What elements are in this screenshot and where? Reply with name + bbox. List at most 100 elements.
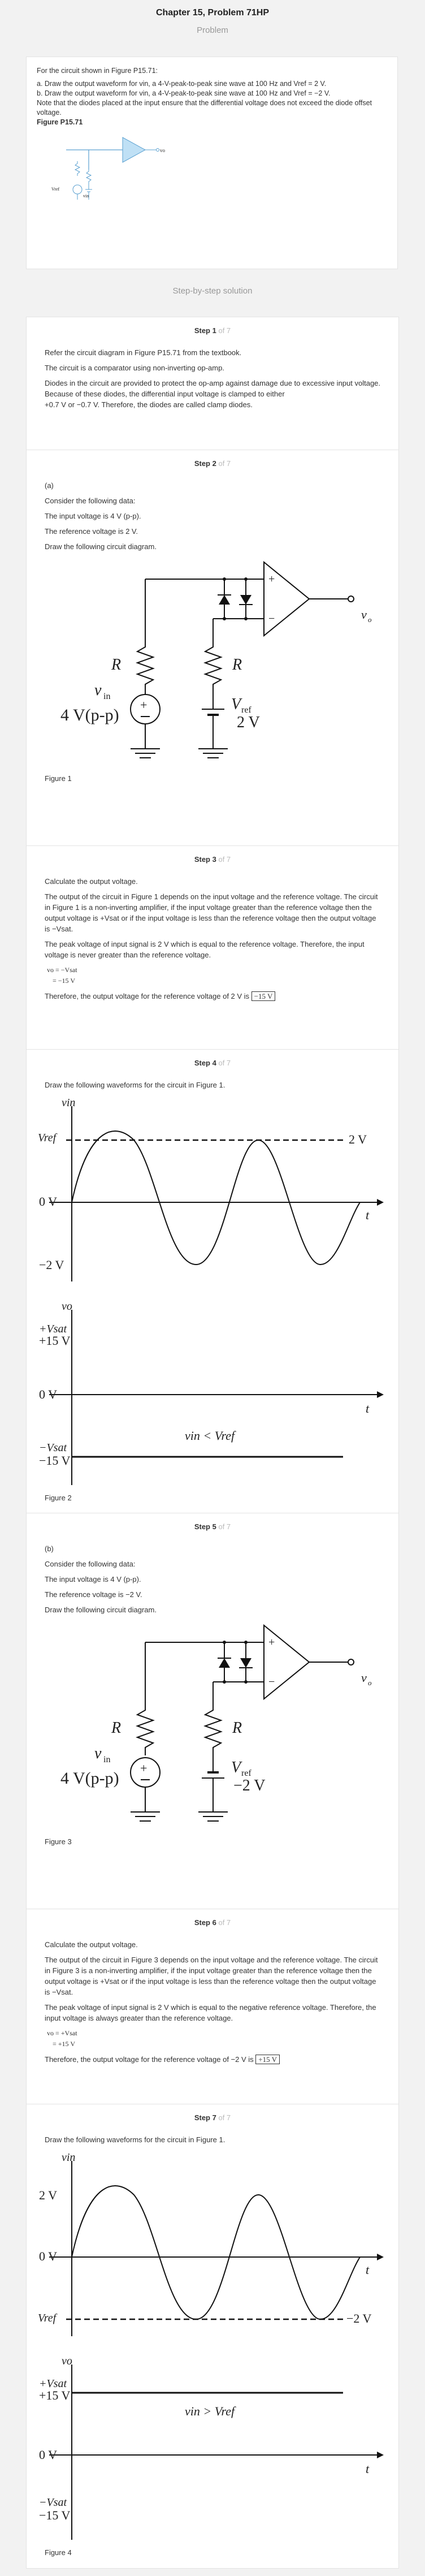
equation: = −15 V: [53, 977, 75, 985]
step-conclusion: Therefore, the output voltage for the re…: [45, 991, 380, 1002]
vin-axis-label: vin: [62, 1097, 75, 1109]
problem-intro: For the circuit shown in Figure P15.71:: [37, 67, 158, 75]
vin-label: v: [94, 1745, 102, 1762]
t-axis-label: t: [366, 1401, 370, 1416]
step-6-card: Step 6 of 7 Calculate the output voltage…: [26, 1909, 399, 2105]
figure-caption: Figure 3: [45, 1837, 72, 1846]
step-heading: Step 5 of 7: [194, 1522, 231, 1531]
comparison-annotation: vin < Vref: [185, 1429, 236, 1443]
zero-label: 0 V: [39, 1387, 57, 1401]
solution-label: Step-by-step solution: [172, 286, 253, 296]
svg-text:o: o: [368, 1679, 372, 1687]
step-text: Consider the following data:: [45, 1560, 136, 1568]
comparison-annotation: vin > Vref: [185, 2404, 236, 2418]
step-text: Diodes in the circuit are provided to pr…: [45, 379, 381, 398]
answer-box: −15 V: [251, 991, 276, 1001]
input-sine: [71, 1130, 361, 1266]
input-sine: [71, 2185, 361, 2320]
step-heading: Step 2 of 7: [194, 459, 231, 468]
minus-vsat-label: −Vsat: [39, 1442, 67, 1454]
figure-caption: Figure 4: [45, 2548, 72, 2557]
fig-vref: Vref: [51, 187, 60, 192]
step-text: Draw the following circuit diagram.: [45, 1606, 157, 1614]
step-5-card: Step 5 of 7 (b) Consider the following d…: [26, 1513, 399, 1910]
vref-label: Vref: [38, 2312, 58, 2324]
step-text: The reference voltage is 2 V.: [45, 527, 138, 536]
step-1-card: Step 1 of 7 Refer the circuit diagram in…: [26, 317, 399, 451]
resistor-label: R: [111, 1719, 121, 1737]
vin-top-label: 2 V: [39, 2188, 57, 2202]
vo-label: v: [361, 1671, 367, 1685]
problem-part-b: b. Draw the output waveform for vin, a 4…: [37, 89, 331, 97]
plus-sign: +: [268, 1636, 275, 1649]
part-label: (a): [45, 481, 54, 490]
step-4-card: Step 4 of 7 Draw the following waveforms…: [26, 1049, 399, 1514]
fig-vin: vin: [83, 193, 89, 199]
part-label: (b): [45, 1544, 54, 1553]
step-text: The input voltage is 4 V (p-p).: [45, 512, 141, 520]
step-text: The peak voltage of input signal is 2 V …: [45, 940, 365, 959]
vin-axis-label: vin: [62, 2151, 75, 2164]
resistor-label: R: [232, 656, 242, 674]
vref-label: Vref: [38, 1132, 58, 1144]
answer-box: +15 V: [255, 2055, 280, 2064]
p15-label: +15 V: [39, 1334, 71, 1348]
svg-text:+: +: [140, 1761, 147, 1775]
zero-label: 0 V: [39, 2249, 57, 2263]
svg-text:o: o: [368, 615, 372, 624]
circuit-diagram-a: + − v o R + v in 4 V(p-p) R V ref 2 V: [60, 560, 372, 758]
vin-label: v: [94, 681, 102, 699]
vo-axis-label: vo: [62, 1300, 72, 1313]
vref-label: V: [231, 696, 242, 713]
equation: vo = +Vsat: [47, 2029, 77, 2037]
plus-sign: +: [268, 573, 275, 585]
step-text: +0.7 V or −0.7 V. Therefore, the diodes …: [45, 400, 253, 409]
t-axis-label: t: [366, 2263, 370, 2277]
step-heading: Step 4 of 7: [194, 1059, 231, 1067]
vref-value: −2 V: [233, 1777, 266, 1794]
svg-text:in: in: [103, 1755, 110, 1764]
figure-caption: Figure 2: [45, 1494, 72, 1502]
vo-label: v: [361, 607, 367, 622]
step-text: The circuit is a comparator using non-in…: [45, 364, 224, 372]
fig-vo: vo: [160, 148, 166, 153]
vo-axis-label: vo: [62, 2355, 72, 2367]
minus-sign: −: [268, 612, 275, 625]
step-text: Calculate the output voltage.: [45, 877, 138, 886]
m15-label: −15 V: [39, 1453, 71, 1468]
vref-value: 2 V: [237, 714, 260, 731]
step-7-card: Step 7 of 7 Draw the following waveforms…: [26, 2104, 399, 2569]
resistor-label: R: [111, 656, 121, 674]
minus-vsat-label: −Vsat: [39, 2496, 67, 2509]
step-heading: Step 7 of 7: [194, 2113, 231, 2122]
t-axis-label: t: [366, 2462, 370, 2476]
step-3-card: Step 3 of 7 Calculate the output voltage…: [26, 845, 399, 1050]
problem-note: Note that the diodes placed at the input…: [37, 99, 372, 116]
plus-vsat-label: +Vsat: [39, 2377, 67, 2390]
vin-value: 4 V(p-p): [60, 1769, 119, 1788]
step-2-card: Step 2 of 7 (a) Consider the following d…: [26, 450, 399, 847]
t-axis-label: t: [366, 1208, 370, 1222]
problem-figure-label: Figure P15.71: [37, 118, 83, 126]
svg-text:ref: ref: [241, 1768, 251, 1778]
step-conclusion: Therefore, the output voltage for the re…: [45, 2054, 380, 2065]
m15-label: −15 V: [39, 2508, 71, 2522]
vin-value: 4 V(p-p): [60, 706, 119, 724]
problem-figure: vo Vref vin: [51, 137, 166, 200]
problem-label: Problem: [197, 25, 228, 35]
step-heading: Step 1 of 7: [194, 326, 231, 335]
problem-card: For the circuit shown in Figure P15.71: …: [26, 57, 398, 269]
page-title: Chapter 15, Problem 71HP: [155, 8, 270, 18]
step-text: The peak voltage of input signal is 2 V …: [45, 2003, 376, 2022]
waveform-a: vin t Vref 2 V 0 V −2 V vo +Vsat +15 V t…: [38, 1097, 384, 1485]
step-text: The reference voltage is −2 V.: [45, 1590, 142, 1599]
zero-label: 0 V: [39, 1194, 57, 1209]
step-text: Refer the circuit diagram in Figure P15.…: [45, 348, 242, 357]
step-text: Draw the following waveforms for the cir…: [45, 2135, 225, 2144]
circuit-diagram-b: + − v o R + v in 4 V(p-p) R V ref −2 V: [60, 1624, 372, 1822]
resistor-label: R: [232, 1719, 242, 1737]
step-heading: Step 6 of 7: [194, 1918, 231, 1927]
figure-caption: Figure 1: [45, 774, 72, 783]
svg-text:+: +: [140, 698, 147, 712]
vref-right-label: 2 V: [349, 1132, 367, 1146]
